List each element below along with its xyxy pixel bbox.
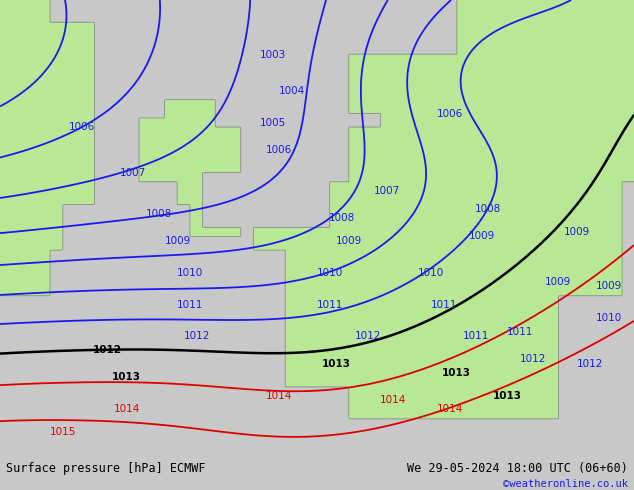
Text: 1013: 1013 bbox=[112, 372, 141, 382]
Text: 1013: 1013 bbox=[321, 359, 351, 369]
Text: 1008: 1008 bbox=[329, 213, 356, 223]
Text: 1006: 1006 bbox=[69, 122, 96, 132]
Text: 1007: 1007 bbox=[120, 168, 146, 178]
Text: 1011: 1011 bbox=[462, 332, 489, 342]
Text: 1004: 1004 bbox=[278, 86, 305, 96]
Text: 1008: 1008 bbox=[475, 204, 501, 214]
Text: 1011: 1011 bbox=[430, 300, 457, 310]
Text: 1012: 1012 bbox=[354, 332, 381, 342]
Text: 1007: 1007 bbox=[373, 186, 400, 196]
Text: 1014: 1014 bbox=[266, 391, 292, 401]
Text: 1010: 1010 bbox=[595, 313, 622, 323]
Text: 1012: 1012 bbox=[183, 332, 210, 342]
Text: 1009: 1009 bbox=[595, 281, 622, 292]
Text: 1012: 1012 bbox=[576, 359, 603, 369]
Text: 1006: 1006 bbox=[266, 145, 292, 155]
Text: 1008: 1008 bbox=[145, 209, 172, 219]
Text: 1012: 1012 bbox=[519, 354, 546, 364]
Text: 1009: 1009 bbox=[545, 277, 571, 287]
Text: 1014: 1014 bbox=[380, 395, 406, 405]
Text: 1003: 1003 bbox=[259, 49, 286, 60]
Text: 1012: 1012 bbox=[93, 345, 122, 355]
Text: 1013: 1013 bbox=[442, 368, 471, 378]
Text: 1011: 1011 bbox=[316, 300, 343, 310]
Text: 1005: 1005 bbox=[259, 118, 286, 128]
Text: Surface pressure [hPa] ECMWF: Surface pressure [hPa] ECMWF bbox=[6, 462, 206, 475]
Text: 1011: 1011 bbox=[507, 327, 533, 337]
Text: 1013: 1013 bbox=[493, 391, 522, 401]
Text: 1009: 1009 bbox=[335, 236, 362, 246]
Text: 1014: 1014 bbox=[437, 404, 463, 414]
Text: 1010: 1010 bbox=[177, 268, 204, 278]
Text: 1011: 1011 bbox=[177, 300, 204, 310]
Text: 1010: 1010 bbox=[316, 268, 343, 278]
Text: 1006: 1006 bbox=[437, 109, 463, 119]
Text: 1015: 1015 bbox=[50, 427, 77, 437]
Text: 1014: 1014 bbox=[113, 404, 140, 414]
Text: 1009: 1009 bbox=[564, 227, 590, 237]
Text: ©weatheronline.co.uk: ©weatheronline.co.uk bbox=[503, 479, 628, 489]
Text: 1010: 1010 bbox=[418, 268, 444, 278]
Text: 1009: 1009 bbox=[164, 236, 191, 246]
Text: 1009: 1009 bbox=[469, 231, 495, 242]
Text: We 29-05-2024 18:00 UTC (06+60): We 29-05-2024 18:00 UTC (06+60) bbox=[407, 462, 628, 475]
